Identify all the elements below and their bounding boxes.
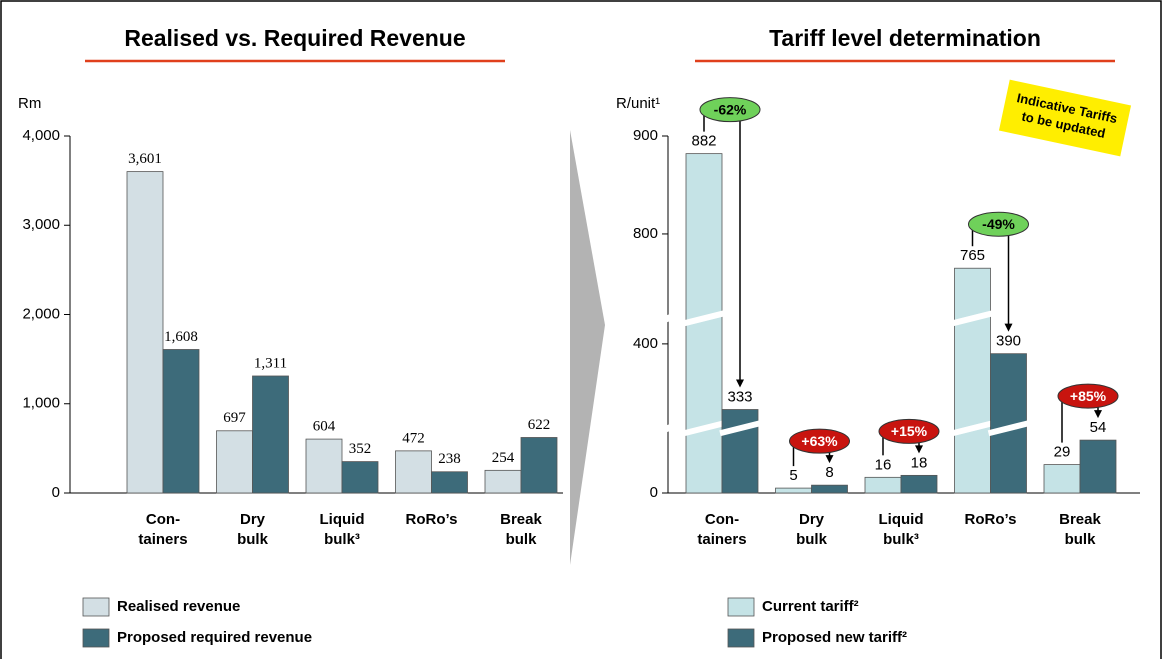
legend-label: Proposed new tariff² [762, 629, 907, 646]
value-label: 352 [349, 441, 372, 457]
value-label: 472 [402, 430, 425, 446]
change-label: -49% [982, 216, 1015, 232]
bar [1043, 464, 1081, 494]
panel-title: Realised vs. Required Revenue [124, 25, 465, 51]
bar [775, 487, 812, 494]
legend-swatch [82, 597, 110, 617]
arrow-head [1004, 323, 1013, 332]
bar [305, 438, 343, 494]
bar [341, 461, 379, 494]
legend-label: Current tariff² [762, 598, 859, 615]
change-label: +63% [801, 433, 838, 449]
x-tick-label: Break bulk [1059, 511, 1101, 548]
x-tick-label: Dry bulk [237, 511, 268, 548]
value-label: 882 [691, 133, 716, 150]
x-tick-label: Liquid bulk³ [878, 511, 924, 548]
y-tick-label: 800 [633, 225, 658, 242]
arrow-head [825, 455, 834, 464]
y-tick-label: 1,000 [22, 395, 60, 412]
break-mark [683, 310, 725, 327]
x-tick-label: Con- tainers [697, 511, 747, 548]
arrow-head [736, 379, 744, 388]
legend-label: Realised revenue [117, 598, 240, 615]
legend-label: Proposed required revenue [117, 629, 312, 646]
value-label: 1,311 [254, 355, 287, 371]
y-tick-label: 4,000 [22, 127, 60, 144]
bar [126, 171, 164, 494]
change-label: +15% [891, 423, 928, 439]
value-label: 697 [223, 410, 246, 426]
break-mark [719, 420, 761, 437]
bar [484, 469, 522, 494]
bar [954, 267, 991, 494]
y-tick-label: 400 [633, 335, 658, 352]
value-label: 29 [1054, 444, 1071, 461]
bar [811, 484, 848, 494]
bar [520, 437, 558, 494]
y-tick-label: 0 [52, 484, 60, 501]
bar [1079, 439, 1117, 494]
value-label: 622 [528, 417, 551, 433]
x-tick-label: RoRo’s [405, 511, 458, 528]
panel-title: Tariff level determination [769, 25, 1041, 51]
break-mark [987, 420, 1030, 437]
value-label: 765 [960, 247, 985, 264]
y-tick-label: 3,000 [22, 216, 60, 233]
value-label: 254 [492, 450, 515, 466]
break-mark [951, 310, 994, 327]
y-tick-label: 900 [633, 127, 658, 144]
break-mark [683, 420, 725, 437]
value-label: 18 [911, 454, 928, 471]
change-badge [1057, 383, 1119, 409]
value-label: 8 [825, 464, 833, 481]
value-label: 54 [1090, 419, 1107, 436]
x-tick-label: Dry bulk [796, 511, 827, 548]
x-tick-label: Break bulk [500, 511, 542, 548]
bar [900, 474, 938, 494]
change-badge [789, 428, 850, 454]
change-badge [699, 97, 761, 123]
value-label: 604 [313, 419, 336, 435]
y-axis-label: R/unit¹ [616, 95, 660, 112]
bar [395, 450, 432, 494]
value-label: 5 [789, 467, 797, 484]
value-label: 238 [438, 451, 461, 467]
bar [431, 471, 468, 494]
value-label: 333 [727, 388, 752, 405]
arrow-head [1094, 410, 1102, 419]
legend-swatch [82, 628, 110, 648]
value-label: 390 [996, 333, 1021, 350]
axis-break [658, 420, 678, 436]
bar [252, 375, 289, 494]
value-label: 16 [875, 456, 892, 473]
legend-swatch [727, 628, 755, 648]
x-tick-label: Liquid bulk³ [319, 511, 365, 548]
note-box [998, 79, 1132, 157]
bar [216, 430, 253, 494]
value-label: 3,601 [128, 151, 162, 167]
y-axis-label: Rm [18, 95, 41, 112]
value-label: 1,608 [164, 329, 198, 345]
legend-swatch [727, 597, 755, 617]
x-tick-label: Con- tainers [138, 511, 188, 548]
break-mark [951, 420, 994, 437]
arrow-head [915, 445, 923, 454]
bar [864, 476, 902, 494]
change-badge [968, 211, 1029, 237]
y-tick-label: 2,000 [22, 305, 60, 322]
change-label: +85% [1070, 388, 1107, 404]
axis-break [658, 310, 678, 326]
x-tick-label: RoRo’s [964, 511, 1017, 528]
change-label: -62% [714, 101, 747, 117]
y-tick-label: 0 [650, 484, 658, 501]
transition-arrow [570, 130, 605, 565]
change-badge [878, 418, 940, 444]
bar [162, 349, 200, 494]
